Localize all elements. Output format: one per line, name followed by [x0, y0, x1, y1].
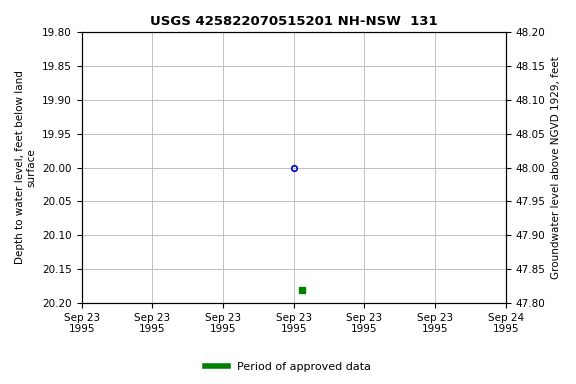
Y-axis label: Depth to water level, feet below land
surface: Depth to water level, feet below land su… — [15, 71, 37, 265]
Title: USGS 425822070515201 NH-NSW  131: USGS 425822070515201 NH-NSW 131 — [150, 15, 438, 28]
Legend: Period of approved data: Period of approved data — [201, 358, 375, 377]
Y-axis label: Groundwater level above NGVD 1929, feet: Groundwater level above NGVD 1929, feet — [551, 56, 561, 279]
